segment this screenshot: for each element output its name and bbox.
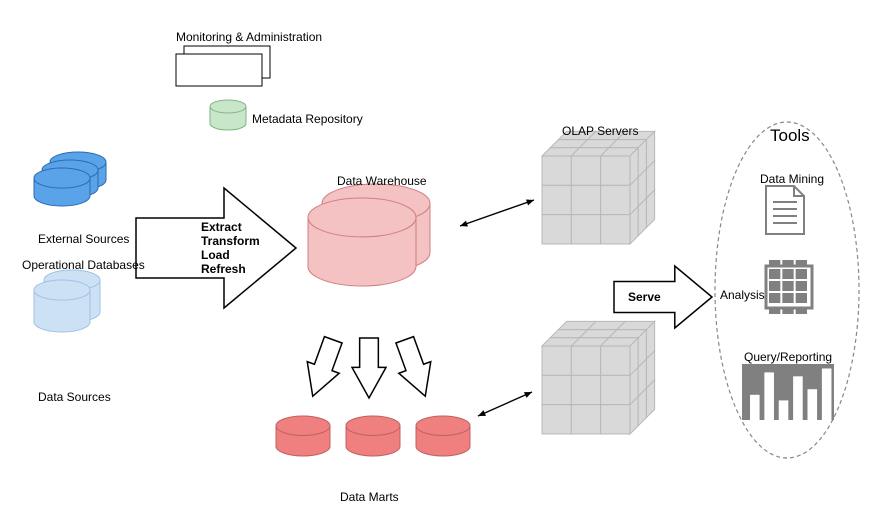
data-warehouse-label: Data Warehouse (337, 174, 427, 188)
monitoring-admin-label: Monitoring & Administration (176, 30, 322, 44)
external-sources-label: External Sources (38, 232, 129, 246)
data-marts-label: Data Marts (340, 490, 399, 504)
analysis-label: Analysis (720, 288, 765, 302)
diagram-canvas: Monitoring & Administration Metadata Rep… (0, 0, 882, 530)
data-mining-label: Data Mining (760, 172, 824, 186)
data-sources-label: Data Sources (38, 390, 111, 404)
etl-label: Extract Transform Load Refresh (201, 220, 260, 276)
tools-label: Tools (770, 126, 810, 146)
olap-servers-label: OLAP Servers (562, 124, 638, 138)
serve-label: Serve (628, 290, 661, 304)
query-reporting-label: Query/Reporting (744, 350, 832, 364)
operational-db-label: Operational Databases (22, 258, 145, 272)
metadata-repo-label: Metadata Repository (252, 112, 363, 126)
